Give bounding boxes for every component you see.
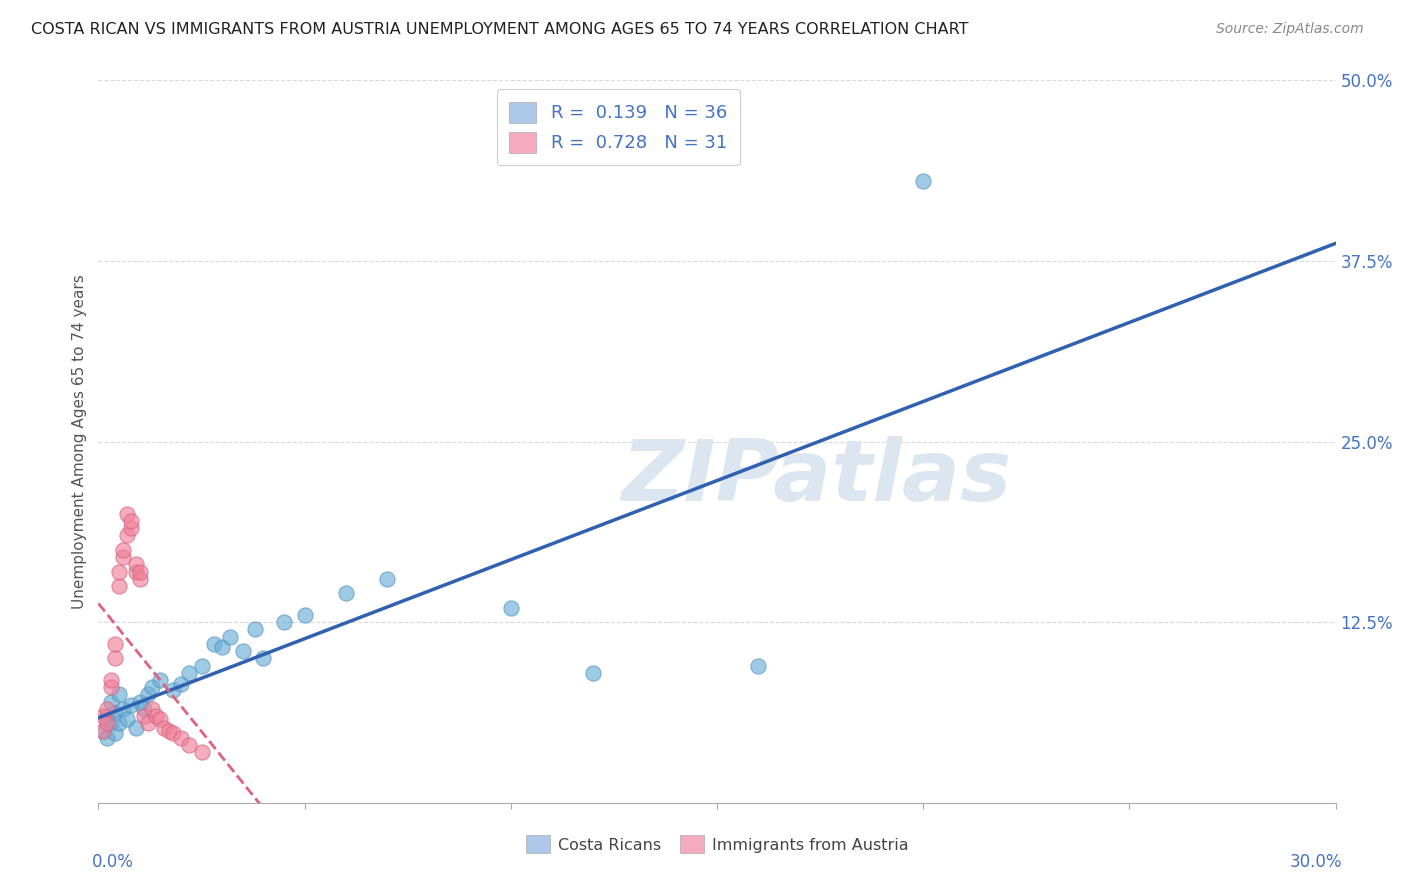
Text: ZIPatlas: ZIPatlas (621, 436, 1011, 519)
Point (149, 712, 172, 726)
Point (145, 709, 167, 723)
Point (120, 521, 142, 535)
Point (108, 687, 131, 701)
Point (582, 665, 605, 680)
Point (335, 586, 357, 600)
Point (294, 607, 316, 622)
Text: Source: ZipAtlas.com: Source: ZipAtlas.com (1216, 22, 1364, 37)
Point (232, 644, 254, 658)
Point (117, 712, 139, 726)
Point (162, 683, 184, 698)
Legend: Costa Ricans, Immigrants from Austria: Costa Ricans, Immigrants from Austria (519, 829, 915, 860)
Point (117, 528, 139, 542)
Point (162, 726, 184, 740)
Point (747, 658, 769, 673)
Text: 0.0%: 0.0% (93, 854, 134, 871)
Point (219, 630, 242, 644)
Point (124, 565, 146, 579)
Point (141, 702, 163, 716)
Point (375, 572, 398, 586)
Point (100, 716, 122, 731)
Point (112, 542, 135, 557)
Point (117, 507, 139, 521)
Point (108, 579, 131, 593)
Point (120, 514, 142, 528)
Point (91, 723, 114, 738)
Point (96, 702, 118, 716)
Point (112, 702, 135, 716)
Point (100, 673, 122, 687)
Point (104, 637, 127, 651)
Point (100, 680, 122, 694)
Point (179, 738, 201, 752)
Point (128, 572, 150, 586)
Point (104, 651, 127, 665)
Point (96, 731, 118, 745)
Point (120, 698, 142, 712)
Y-axis label: Unemployment Among Ages 65 to 74 years: Unemployment Among Ages 65 to 74 years (72, 274, 87, 609)
Point (190, 658, 212, 673)
Point (91, 723, 114, 738)
Point (124, 558, 146, 572)
Point (96, 709, 118, 723)
Point (104, 726, 127, 740)
Point (112, 550, 135, 565)
Point (170, 731, 193, 745)
Point (96, 716, 118, 731)
Point (211, 640, 233, 654)
Point (124, 721, 146, 735)
Point (149, 673, 172, 687)
Point (153, 721, 176, 735)
Point (136, 687, 159, 701)
Point (141, 680, 163, 694)
Point (252, 651, 274, 665)
Point (100, 695, 122, 709)
Point (136, 716, 159, 731)
Point (108, 565, 131, 579)
Text: 30.0%: 30.0% (1289, 854, 1341, 871)
Point (91, 709, 114, 723)
Point (108, 716, 131, 731)
Text: COSTA RICAN VS IMMIGRANTS FROM AUSTRIA UNEMPLOYMENT AMONG AGES 65 TO 74 YEARS CO: COSTA RICAN VS IMMIGRANTS FROM AUSTRIA U… (31, 22, 969, 37)
Point (132, 702, 155, 716)
Point (190, 745, 212, 759)
Point (170, 677, 193, 691)
Point (202, 637, 225, 651)
Point (128, 565, 150, 579)
Point (243, 623, 266, 637)
Point (104, 706, 127, 721)
Point (128, 695, 150, 709)
Point (157, 723, 180, 738)
Point (499, 600, 522, 615)
Point (273, 615, 295, 630)
Point (912, 174, 935, 188)
Point (132, 709, 155, 723)
Point (179, 665, 201, 680)
